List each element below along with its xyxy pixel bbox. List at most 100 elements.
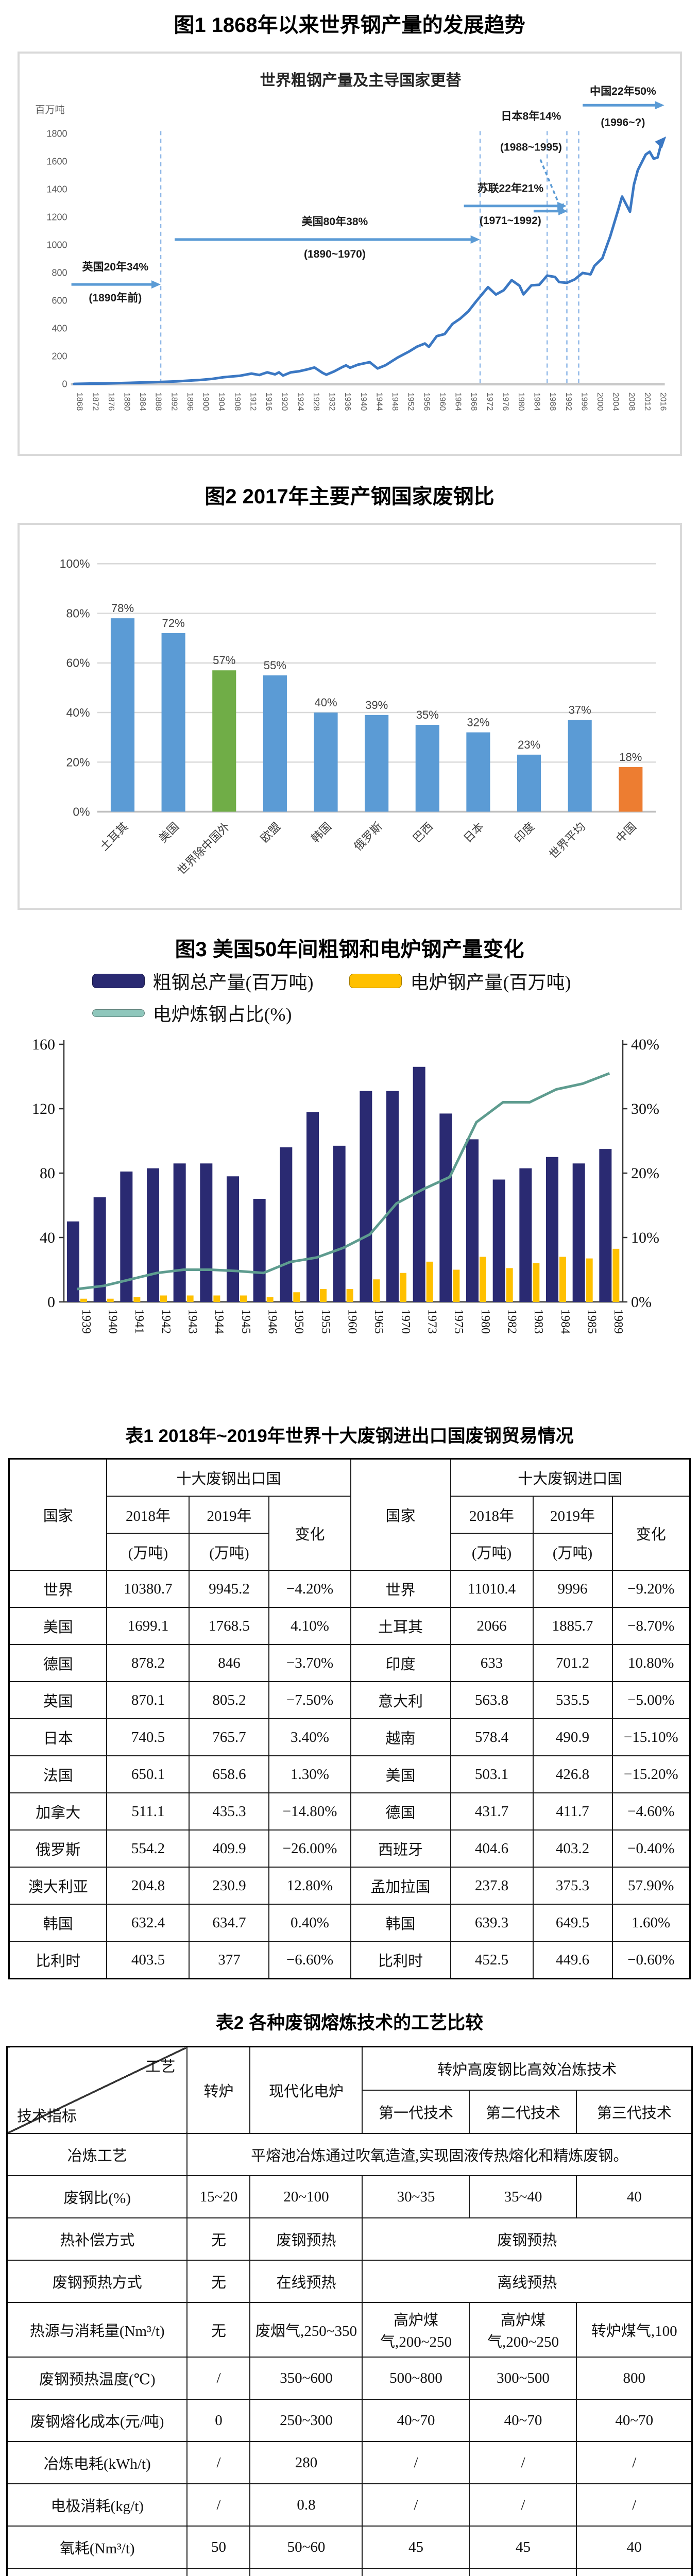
trade-cell-6-2: 435.3 [189,1792,270,1831]
trade-cell-0-1: 10380.7 [106,1570,190,1608]
crude-steel-bar-1940 [93,1197,106,1302]
trade-cell-6-3: −14.80% [268,1792,351,1831]
y-tick-label: 400 [52,324,67,334]
x-tick-label: 1880 [122,393,131,411]
left-tick-label: 120 [32,1100,55,1117]
trade-cell-5-6: 426.8 [532,1755,613,1793]
crude-steel-bar-1984 [545,1157,558,1302]
tech-cell-6-3: 40~70 [362,2399,470,2442]
trade-row-9: 韩国 632.4 634.7 0.40% 韩国 639.3 649.5 1.60% [8,1904,691,1942]
trade-cell-7-4: 西班牙 [350,1829,451,1868]
trade-cell-2-2: 846 [189,1644,270,1682]
table2-caption: 表2 各种废钢熔炼技术的工艺比较 [215,2013,484,2033]
crude-steel-bar-1942 [146,1168,159,1302]
x-year-label: 1941 [132,1309,146,1334]
trade-cell-4-7: −15.10% [611,1718,691,1756]
tech-cell-4-1: 无 [186,2302,251,2358]
x-tick-label: 1980 [516,393,525,411]
trade-cell-6-1: 511.1 [106,1792,190,1831]
melting-technology-table: 工艺 技术指标 转炉 现代化电炉 转炉高废钢比高效冶炼技术 第一代技术 第二代技… [6,2046,693,2576]
y-tick-label: 1800 [46,128,67,139]
left-tick-label: 80 [40,1165,55,1182]
x-year-label: 1939 [79,1309,92,1334]
x-category-label: 日本 [461,820,486,845]
x-tick-label: 1872 [91,393,100,411]
trade-cell-9-3: 0.40% [268,1904,351,1942]
tech-cell-6-4: 40~70 [469,2399,577,2442]
x-tick-label: 1956 [422,393,431,411]
trade-cell-2-3: −3.70% [268,1644,351,1682]
trade-cell-8-1: 204.8 [106,1867,190,1905]
y-tick-label: 60% [66,656,90,670]
trade-row-4: 日本 740.5 765.7 3.40% 越南 578.4 490.9 −15.10% [8,1718,691,1756]
bar-巴西 [415,725,439,812]
eaf-steel-bar-1942 [160,1295,167,1302]
legend-label: 粗钢总产量(百万吨) [152,972,314,993]
y-tick-label: 0% [73,805,90,819]
tech-cell-5-3: 500~800 [362,2357,470,2400]
x-tick-label: 1932 [327,393,336,411]
tech-cell-8-4: / [469,2483,577,2527]
eaf-steel-bar-1955 [319,1289,327,1302]
y-tick-label: 1600 [46,156,67,166]
trade-cell-5-0: 法国 [8,1755,108,1793]
trade-cell-10-7: −0.60% [611,1941,691,1979]
bar-value-label: 23% [517,738,540,751]
figure2-bar-chart-svg: 0% 20% 40% 60% 80% 100% 78% 土耳其 72% 美国 57% 世界除中国外 55… [59,557,656,877]
arrowhead-icon [555,203,564,212]
x-tick-label: 1940 [359,393,368,411]
figure2-chart: 0% 20% 40% 60% 80% 100% 78% 土耳其 72% 美国 57% 世界除中国外 55… [17,523,682,910]
tech-cell-9-5: 40 [576,2526,693,2569]
header-country-import: 国家 [350,1458,451,1571]
x-year-label: 1982 [505,1309,518,1334]
x-tick-label: 1896 [185,393,194,411]
eaf-steel-bar-1946 [266,1297,274,1302]
eaf-steel-bar-1983 [532,1263,539,1302]
legend-item-eaf-share: 电炉炼钢占比(%) [92,999,292,1026]
trade-cell-3-2: 805.2 [189,1681,270,1719]
figure1-inner-title: 世界粗钢产量及主导国家更替 [260,72,462,89]
trade-cell-3-7: −5.00% [611,1681,691,1719]
x-tick-label: 2012 [642,393,652,411]
trade-row-1: 美国 1699.1 1768.5 4.10% 土耳其 2066 1885.7 −8.70% [8,1607,691,1645]
bar-value-label: 40% [314,696,337,709]
trade-cell-3-5: 563.8 [450,1681,534,1719]
y-tick-label: 0 [62,379,67,389]
trade-cell-1-7: −8.70% [611,1607,691,1645]
trade-cell-9-5: 639.3 [450,1904,534,1942]
tech-cell-10-4: 80 [469,2568,577,2576]
annotation-diagonal-arrow [539,159,561,207]
tech-cell-8-2: 0.8 [249,2483,363,2527]
tech-cell-10-5: 80 [576,2568,693,2576]
x-tick-label: 2004 [611,393,620,411]
header-export-group: 十大废钢出口国 [106,1458,351,1497]
trade-cell-4-2: 765.7 [189,1718,270,1756]
crude-steel-bar-1945 [226,1176,239,1302]
tech-cell-8-0: 电极消耗(kg/t) [6,2483,188,2527]
tech-row-5: 废钢预热温度(℃)/350~600 500~800 300~500 800 [6,2357,693,2400]
trade-cell-0-7: −9.20% [611,1570,691,1608]
tech-cell-10-1: 100 [186,2568,251,2576]
trade-cell-2-4: 印度 [350,1644,451,1682]
tech-row-4: 热源与消耗量(Nm³/t) 无废烟气,250~350 高炉煤气,200~250 高炉煤… [6,2302,693,2358]
tech-cell-7-4: / [469,2441,577,2484]
tech-cell-10-2: 80 [249,2568,363,2576]
x-category-label: 世界平均 [547,820,588,861]
header-change: 变化 [611,1496,691,1571]
trade-cell-8-7: 57.90% [611,1867,691,1905]
trade-cell-1-4: 土耳其 [350,1607,451,1645]
x-year-label: 1950 [292,1309,305,1334]
x-category-label: 欧盟 [258,820,283,845]
x-tick-label: 1936 [343,393,352,411]
y-tick-label: 1400 [46,184,67,194]
x-category-label: 世界除中国外 [175,820,232,877]
x-tick-label: 1984 [532,393,541,411]
figure3-legend: 粗钢总产量(百万吨) 电炉钢产量(百万吨) 电炉炼钢占比(%) [15,968,685,1026]
trade-cell-10-1: 403.5 [106,1941,190,1979]
figure3-caption: 图3 美国50年间粗钢和电炉钢产量变化 [175,938,524,961]
tech-cell-10-3: 80 [362,2568,470,2576]
arrowhead-icon [655,101,664,110]
annotation-label-3: 日本8年14% [501,109,561,122]
tech-cell-5-4: 300~500 [469,2357,577,2400]
trade-cell-3-4: 意大利 [350,1681,451,1719]
